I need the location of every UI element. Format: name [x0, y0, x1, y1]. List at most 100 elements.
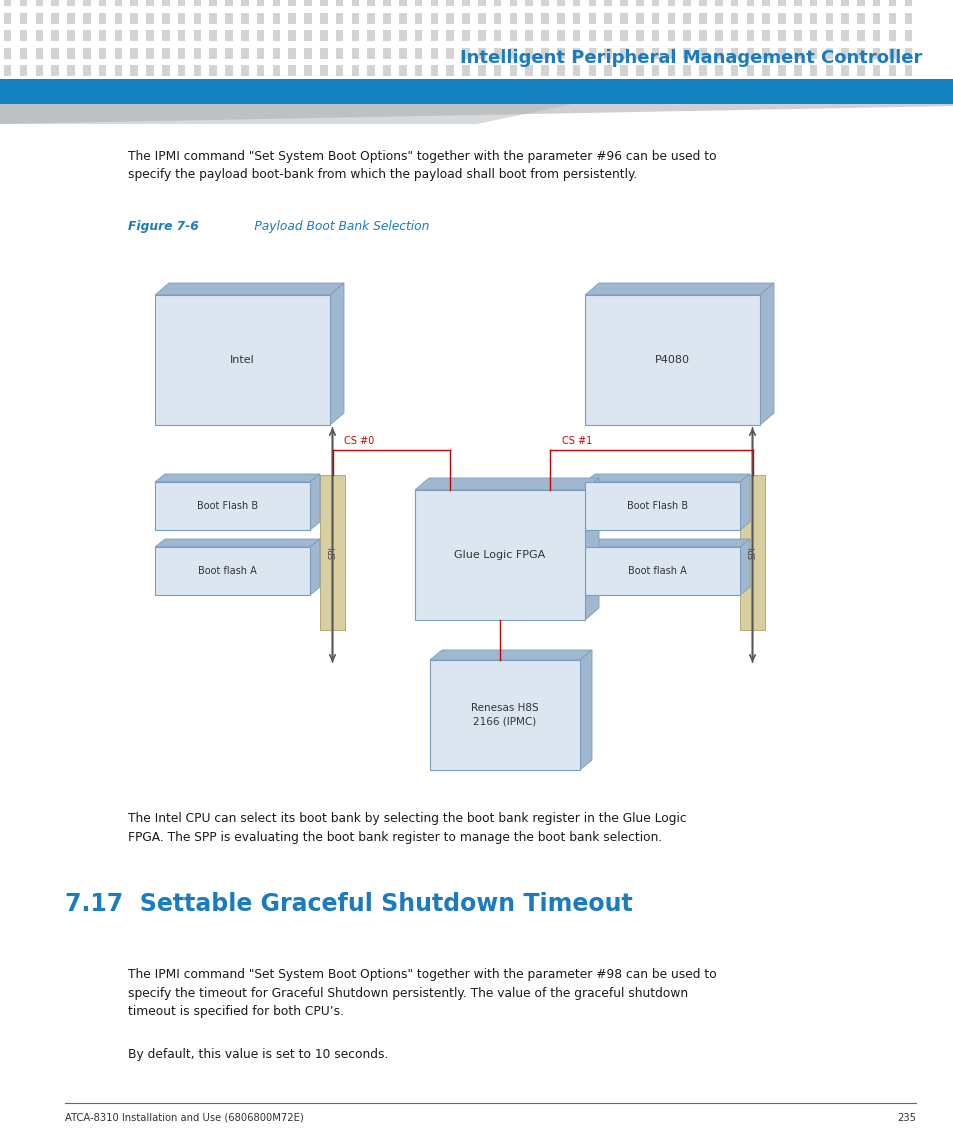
- Bar: [584, 295, 760, 425]
- Bar: [367, 13, 375, 24]
- Bar: [319, 475, 345, 630]
- Bar: [304, 82, 312, 94]
- Polygon shape: [0, 104, 953, 124]
- Bar: [651, 82, 659, 94]
- Bar: [398, 0, 406, 6]
- Bar: [557, 65, 564, 76]
- Bar: [209, 13, 216, 24]
- Bar: [619, 82, 627, 94]
- Text: 235: 235: [896, 1113, 915, 1123]
- Bar: [383, 30, 391, 41]
- Bar: [335, 47, 343, 58]
- Bar: [146, 13, 153, 24]
- Bar: [20, 13, 28, 24]
- Bar: [525, 30, 533, 41]
- Bar: [667, 30, 675, 41]
- Bar: [730, 13, 738, 24]
- Bar: [288, 0, 295, 6]
- Bar: [131, 30, 138, 41]
- Bar: [824, 30, 832, 41]
- Bar: [415, 13, 422, 24]
- Bar: [225, 65, 233, 76]
- Bar: [636, 65, 643, 76]
- Bar: [903, 47, 911, 58]
- Bar: [304, 30, 312, 41]
- Bar: [398, 13, 406, 24]
- Bar: [667, 47, 675, 58]
- Bar: [872, 47, 880, 58]
- Bar: [888, 30, 896, 41]
- Bar: [857, 65, 863, 76]
- Bar: [99, 82, 106, 94]
- Bar: [746, 82, 753, 94]
- Bar: [557, 13, 564, 24]
- Bar: [367, 30, 375, 41]
- Bar: [888, 0, 896, 6]
- Bar: [273, 13, 280, 24]
- Bar: [540, 47, 548, 58]
- Bar: [83, 13, 91, 24]
- Bar: [193, 82, 201, 94]
- Bar: [4, 47, 11, 58]
- Bar: [699, 47, 706, 58]
- Bar: [51, 47, 59, 58]
- Bar: [841, 47, 848, 58]
- Bar: [367, 0, 375, 6]
- Bar: [557, 47, 564, 58]
- Bar: [667, 82, 675, 94]
- Bar: [824, 47, 832, 58]
- Bar: [461, 82, 469, 94]
- Bar: [398, 30, 406, 41]
- Bar: [430, 82, 437, 94]
- Polygon shape: [740, 539, 749, 595]
- Bar: [540, 65, 548, 76]
- Bar: [273, 47, 280, 58]
- Bar: [494, 30, 500, 41]
- Bar: [430, 65, 437, 76]
- Bar: [383, 47, 391, 58]
- Bar: [177, 82, 185, 94]
- Bar: [699, 82, 706, 94]
- Bar: [4, 13, 11, 24]
- Bar: [131, 82, 138, 94]
- Bar: [903, 65, 911, 76]
- Bar: [824, 82, 832, 94]
- Bar: [824, 13, 832, 24]
- Bar: [35, 0, 43, 6]
- Bar: [557, 0, 564, 6]
- Bar: [699, 65, 706, 76]
- Bar: [4, 30, 11, 41]
- Bar: [241, 65, 248, 76]
- Bar: [83, 30, 91, 41]
- Bar: [177, 47, 185, 58]
- Bar: [699, 0, 706, 6]
- Bar: [273, 65, 280, 76]
- Bar: [857, 13, 863, 24]
- Bar: [793, 65, 801, 76]
- Bar: [51, 65, 59, 76]
- Bar: [667, 0, 675, 6]
- Bar: [241, 13, 248, 24]
- Bar: [99, 30, 106, 41]
- Bar: [67, 65, 74, 76]
- Polygon shape: [584, 477, 598, 619]
- Bar: [494, 47, 500, 58]
- Bar: [525, 65, 533, 76]
- Bar: [778, 82, 785, 94]
- Bar: [335, 65, 343, 76]
- Bar: [0, 79, 953, 104]
- Bar: [319, 47, 327, 58]
- Bar: [193, 47, 201, 58]
- Bar: [841, 30, 848, 41]
- Bar: [761, 0, 769, 6]
- Bar: [525, 47, 533, 58]
- Bar: [572, 0, 579, 6]
- Bar: [619, 65, 627, 76]
- Text: The IPMI command "Set System Boot Options" together with the parameter #96 can b: The IPMI command "Set System Boot Option…: [128, 150, 716, 182]
- Bar: [730, 65, 738, 76]
- Bar: [778, 65, 785, 76]
- Bar: [256, 65, 264, 76]
- Bar: [540, 82, 548, 94]
- Bar: [682, 82, 690, 94]
- Polygon shape: [584, 283, 773, 295]
